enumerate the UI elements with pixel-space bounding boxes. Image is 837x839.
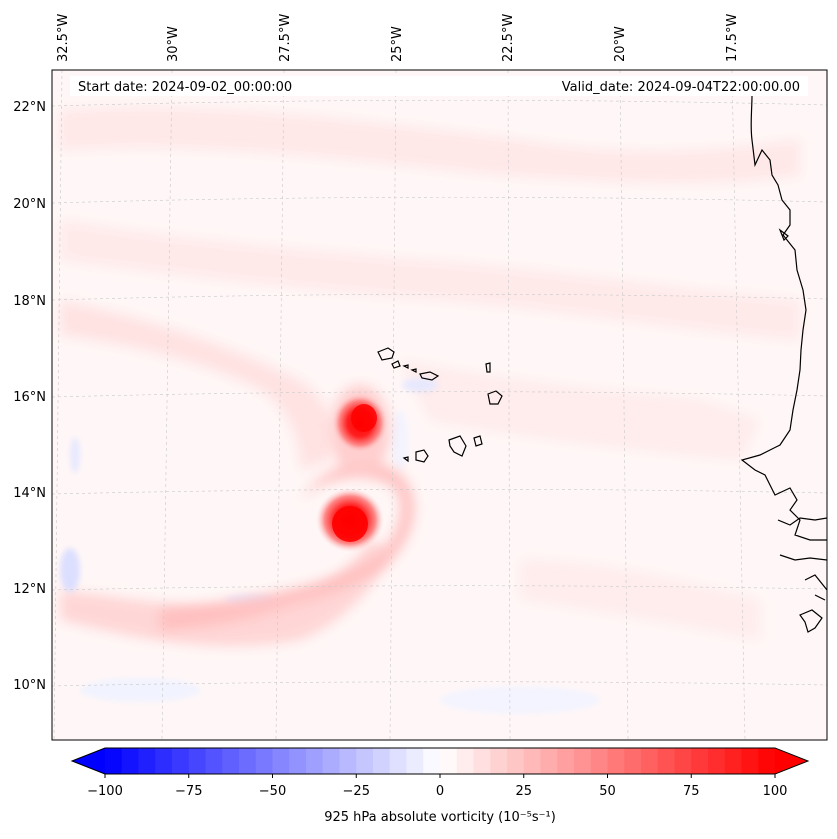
colorbar-segment	[523, 748, 541, 774]
lon-label: 32.5°W	[56, 14, 71, 62]
colorbar-segment	[758, 748, 776, 774]
colorbar-segment	[105, 748, 123, 774]
colorbar-extend-low	[72, 748, 105, 774]
colorbar-segment	[473, 748, 491, 774]
colorbar-segment	[138, 748, 156, 774]
colorbar-segment	[356, 748, 374, 774]
annotation-bar	[70, 76, 808, 96]
colorbar-segment	[724, 748, 742, 774]
lat-label: 10°N	[13, 678, 46, 693]
start-date-label: Start date: 2024-09-02_00:00:00	[78, 80, 292, 95]
colorbar-segment	[389, 748, 407, 774]
colorbar-segment	[490, 748, 508, 774]
colorbar-segment	[289, 748, 307, 774]
colorbar-segment	[540, 748, 558, 774]
colorbar-segment	[641, 748, 659, 774]
weak-positive-bands	[60, 107, 800, 647]
colorbar-segment	[322, 748, 340, 774]
colorbar-segment	[624, 748, 642, 774]
lat-label: 14°N	[13, 486, 46, 501]
lon-label: 27.5°W	[278, 14, 293, 62]
longitude-labels: 32.5°W 30°W 27.5°W 25°W 22.5°W 20°W 17.5…	[56, 14, 740, 62]
coastlines	[377, 94, 827, 633]
colorbar-tick-label: 25	[515, 784, 532, 799]
colorbar-segment	[406, 748, 424, 774]
colorbar-segment	[155, 748, 173, 774]
colorbar-tick-label: −75	[175, 784, 202, 799]
cabo-verde-islands	[377, 347, 503, 463]
colorbar-extend-high	[775, 748, 808, 774]
colorbar-segment	[188, 748, 206, 774]
colorbar-segment	[607, 748, 625, 774]
vorticity-field	[60, 107, 800, 714]
lat-label: 20°N	[13, 197, 46, 212]
lon-label: 30°W	[166, 26, 181, 62]
colorbar: −100 −75 −50 −25 0 25 50 75 100 925 hPa absolute…	[70, 747, 810, 825]
lat-label: 16°N	[13, 390, 46, 405]
colorbar-segment	[373, 748, 391, 774]
colorbar-segment	[339, 748, 357, 774]
latitude-labels: 22°N 20°N 18°N 16°N 14°N 12°N 10°N	[13, 100, 46, 693]
lat-label: 12°N	[13, 582, 46, 597]
map-panel: Start date: 2024-09-02_00:00:00 Valid_da…	[51, 69, 828, 741]
colorbar-tick-label: 75	[683, 784, 700, 799]
colorbar-segment	[456, 748, 474, 774]
colorbar-tick-label: 50	[599, 784, 616, 799]
colorbar-tick-label: 0	[436, 784, 444, 799]
colorbar-ticks: −100 −75 −50 −25 0 25 50 75 100	[87, 774, 787, 799]
colorbar-segment	[239, 748, 257, 774]
lon-label: 25°W	[390, 26, 405, 62]
colorbar-tick-label: −25	[343, 784, 370, 799]
colorbar-segment	[306, 748, 324, 774]
colorbar-segment	[507, 748, 525, 774]
colorbar-segment	[691, 748, 709, 774]
lon-label: 20°W	[613, 26, 628, 62]
lon-label: 17.5°W	[725, 14, 740, 62]
colorbar-tick-label: −50	[259, 784, 286, 799]
colorbar-segment	[440, 748, 458, 774]
lon-label: 22.5°W	[501, 14, 516, 62]
colorbar-segment	[172, 748, 190, 774]
colorbar-segment	[741, 748, 759, 774]
gridlines	[52, 70, 827, 740]
colorbar-label: 925 hPa absolute vorticity (10⁻⁵s⁻¹)	[324, 810, 556, 825]
colorbar-segment	[255, 748, 273, 774]
lat-label: 18°N	[13, 294, 46, 309]
colorbar-segment	[557, 748, 575, 774]
colorbar-segment	[708, 748, 726, 774]
colorbar-segments	[105, 748, 776, 774]
colorbar-segment	[205, 748, 223, 774]
colorbar-tick-label: −100	[87, 784, 123, 799]
colorbar-segment	[423, 748, 441, 774]
colorbar-segment	[272, 748, 290, 774]
colorbar-segment	[674, 748, 692, 774]
african-coastline	[740, 94, 827, 541]
colorbar-segment	[590, 748, 608, 774]
colorbar-tick-label: 100	[763, 784, 788, 799]
lat-label: 22°N	[13, 100, 46, 115]
colorbar-segment	[121, 748, 139, 774]
vortex-cores	[316, 393, 388, 552]
map-frame	[51, 69, 828, 741]
colorbar-segment	[222, 748, 240, 774]
colorbar-segment	[574, 748, 592, 774]
valid-date-label: Valid_date: 2024-09-04T22:00:00.00	[562, 80, 800, 95]
colorbar-segment	[657, 748, 675, 774]
